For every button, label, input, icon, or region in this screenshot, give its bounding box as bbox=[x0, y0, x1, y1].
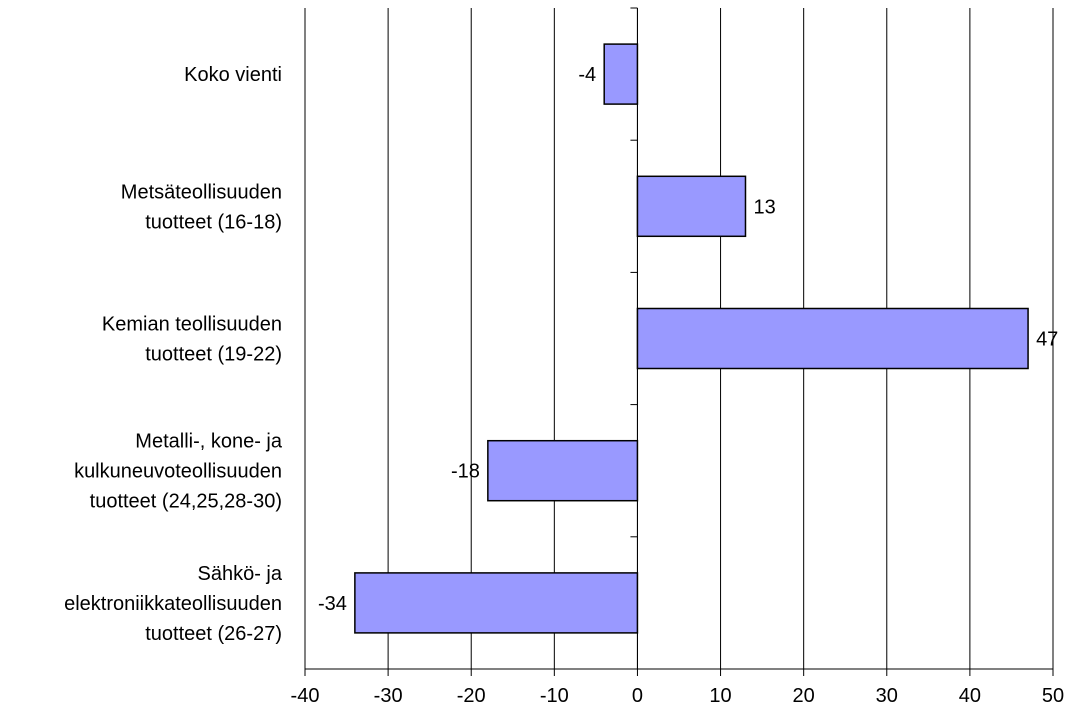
category-label: Koko vienti bbox=[184, 64, 282, 86]
data-label: 47 bbox=[1036, 329, 1058, 351]
bars bbox=[355, 44, 1028, 633]
bar bbox=[604, 44, 637, 104]
category-label: Metalli-, kone- ja bbox=[135, 431, 283, 453]
data-label: -34 bbox=[318, 593, 347, 615]
category-label: tuotteet (19-22) bbox=[145, 344, 282, 366]
x-tick-label: 50 bbox=[1042, 685, 1064, 707]
category-label: Kemian teollisuuden bbox=[102, 314, 282, 336]
data-label: 13 bbox=[753, 196, 775, 218]
category-label: tuotteet (26-27) bbox=[145, 623, 282, 645]
bar bbox=[637, 176, 745, 236]
x-tick-label: -30 bbox=[374, 685, 403, 707]
x-tick-labels: -40 -30 -20 -10 0 10 20 30 40 50 bbox=[291, 685, 1065, 707]
category-label: elektroniikkateollisuuden bbox=[64, 593, 282, 615]
bar bbox=[488, 441, 638, 501]
category-labels: Koko vienti Metsäteollisuuden tuotteet (16… bbox=[64, 64, 283, 645]
x-tick-label: -20 bbox=[457, 685, 486, 707]
category-label: tuotteet (24,25,28-30) bbox=[90, 491, 282, 513]
category-label: Metsäteollisuuden bbox=[121, 181, 282, 203]
x-tick-label: 0 bbox=[632, 685, 643, 707]
data-label: -18 bbox=[451, 461, 480, 483]
category-label: Sähkö- ja bbox=[198, 563, 283, 585]
data-label: -4 bbox=[578, 64, 596, 86]
category-label: tuotteet (16-18) bbox=[145, 211, 282, 233]
bar bbox=[637, 309, 1028, 369]
category-label: kulkuneuvoteollisuuden bbox=[74, 461, 282, 483]
bar bbox=[355, 573, 638, 633]
x-tick-label: 20 bbox=[793, 685, 815, 707]
x-tick-label: 30 bbox=[876, 685, 898, 707]
x-tick-label: 10 bbox=[709, 685, 731, 707]
x-tick-label: -10 bbox=[540, 685, 569, 707]
x-tick-label: 40 bbox=[959, 685, 981, 707]
x-tick-label: -40 bbox=[291, 685, 320, 707]
